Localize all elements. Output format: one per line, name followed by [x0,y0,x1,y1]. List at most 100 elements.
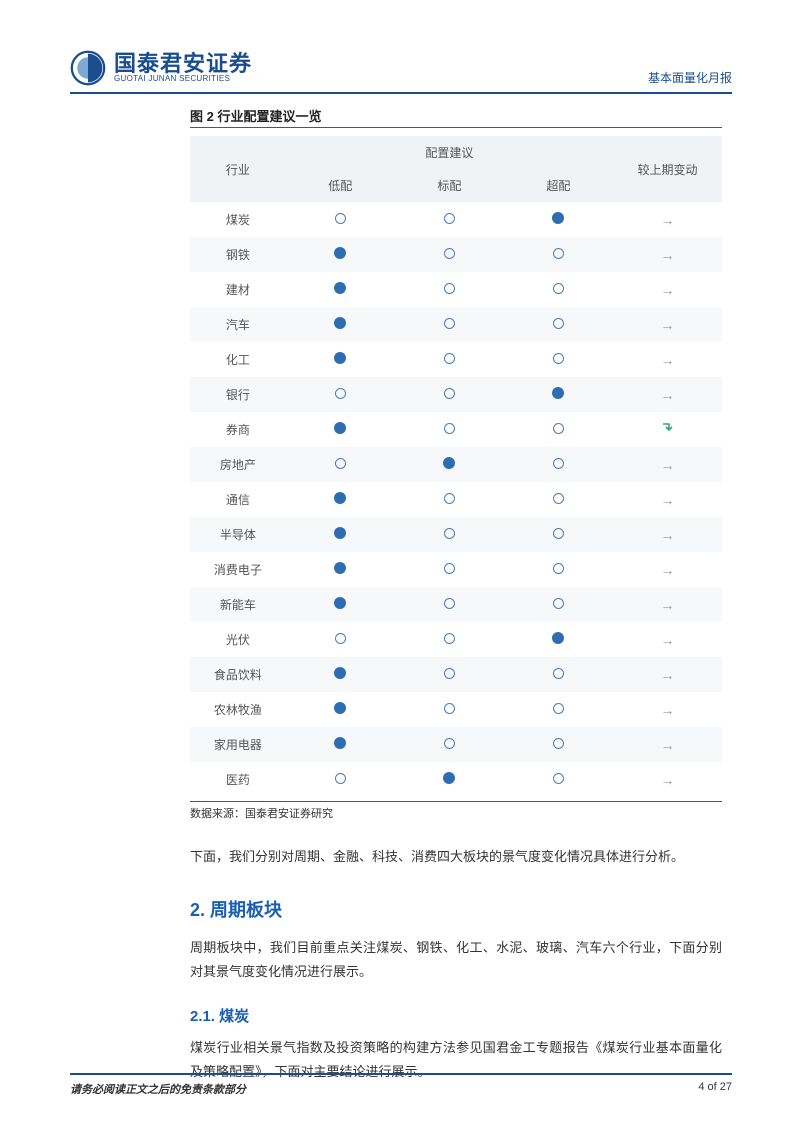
cell-over [504,342,613,377]
filled-circle-icon [334,352,346,364]
row-industry-name: 化工 [190,342,286,377]
table-row: 消费电子 → [190,552,722,587]
th-low: 低配 [286,169,395,202]
table-row: 汽车→ [190,307,722,342]
arrow-flat-icon: → [660,352,674,368]
open-circle-icon [553,668,564,679]
filled-circle-icon [334,247,346,259]
cell-low [286,657,395,692]
row-industry-name: 医药 [190,762,286,797]
row-industry-name: 半导体 [190,517,286,552]
cell-standard [395,587,504,622]
open-circle-icon [335,773,346,784]
cell-change: → [613,622,722,657]
row-industry-name: 家用电器 [190,727,286,762]
data-source-label: 数据来源：国泰君安证券研究 [190,801,722,821]
filled-circle-icon [334,597,346,609]
open-circle-icon [335,458,346,469]
cell-standard [395,692,504,727]
open-circle-icon [444,633,455,644]
cell-standard [395,622,504,657]
cell-over [504,657,613,692]
footer-disclaimer: 请务必阅读正文之后的免责条款部分 [70,1081,246,1097]
cell-over [504,377,613,412]
open-circle-icon [444,738,455,749]
arrow-flat-icon: → [660,387,674,403]
company-logo: 国泰君安证券 GUOTAI JUNAN SECURITIES [70,50,252,86]
cell-standard [395,342,504,377]
arrow-flat-icon: → [660,457,674,473]
th-industry: 行业 [190,136,286,202]
open-circle-icon [335,388,346,399]
th-standard: 标配 [395,169,504,202]
filled-circle-icon [443,457,455,469]
cell-change: → [613,762,722,797]
cell-low [286,447,395,482]
open-circle-icon [553,493,564,504]
table-row: 钢铁→ [190,237,722,272]
open-circle-icon [444,563,455,574]
filled-circle-icon [334,737,346,749]
open-circle-icon [553,773,564,784]
cell-standard [395,377,504,412]
arrow-flat-icon: → [660,492,674,508]
cell-low [286,692,395,727]
arrow-flat-icon: → [660,247,674,263]
open-circle-icon [553,598,564,609]
cell-change: → [613,692,722,727]
cell-change: → [613,202,722,237]
cell-change: → [613,482,722,517]
cell-over [504,272,613,307]
page-header: 国泰君安证券 GUOTAI JUNAN SECURITIES 基本面量化月报 [70,50,732,94]
cell-over [504,447,613,482]
open-circle-icon [553,738,564,749]
row-industry-name: 汽车 [190,307,286,342]
table-row: 医药 → [190,762,722,797]
cell-standard [395,482,504,517]
open-circle-icon [444,248,455,259]
open-circle-icon [553,283,564,294]
table-row: 家用电器 → [190,727,722,762]
row-industry-name: 农林牧渔 [190,692,286,727]
report-type-label: 基本面量化月报 [648,69,732,86]
cell-standard [395,517,504,552]
cell-standard [395,447,504,482]
cell-over [504,552,613,587]
row-industry-name: 新能车 [190,587,286,622]
figure-title: 图 2 行业配置建议一览 [190,106,722,128]
open-circle-icon [444,528,455,539]
cell-change: → [613,272,722,307]
section-heading-cyclical: 2. 周期板块 [190,896,722,922]
open-circle-icon [335,213,346,224]
row-industry-name: 消费电子 [190,552,286,587]
cell-low [286,762,395,797]
cell-standard [395,307,504,342]
arrow-flat-icon: → [660,597,674,613]
filled-circle-icon [552,632,564,644]
allocation-table: 行业 配置建议 较上期变动 低配 标配 超配 煤炭→钢铁→建材→汽车→化工→银行… [190,136,722,797]
filled-circle-icon [334,527,346,539]
row-industry-name: 食品饮料 [190,657,286,692]
cell-over [504,692,613,727]
open-circle-icon [444,423,455,434]
cell-change: → [613,727,722,762]
cell-over [504,237,613,272]
row-industry-name: 建材 [190,272,286,307]
th-allocation-group: 配置建议 [286,136,613,169]
open-circle-icon [444,703,455,714]
cell-low [286,377,395,412]
cell-change: → [613,237,722,272]
cell-over [504,202,613,237]
arrow-flat-icon: → [660,212,674,228]
table-row: 食品饮料→ [190,657,722,692]
cell-over [504,622,613,657]
cell-change: → [613,552,722,587]
open-circle-icon [444,318,455,329]
open-circle-icon [553,318,564,329]
filled-circle-icon [334,562,346,574]
cell-low [286,237,395,272]
open-circle-icon [444,213,455,224]
arrow-flat-icon: → [660,772,674,788]
cell-low [286,342,395,377]
table-row: 煤炭→ [190,202,722,237]
